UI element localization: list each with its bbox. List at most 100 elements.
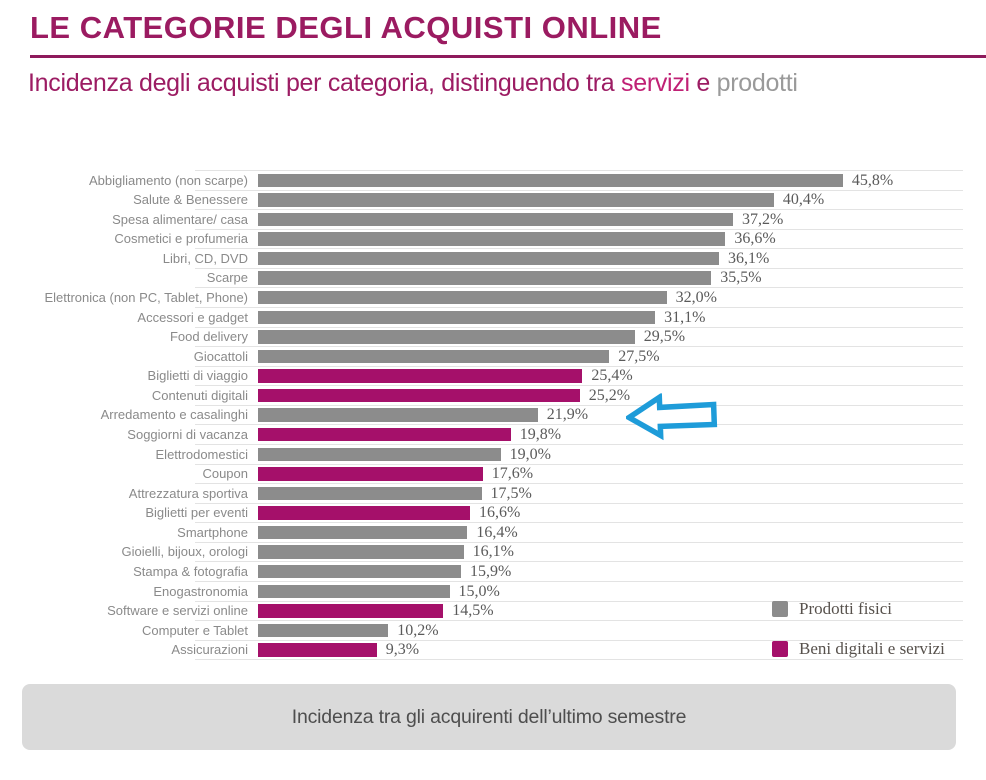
- gridline: [195, 463, 963, 465]
- bar-beni-digitali-servizi: [258, 604, 444, 618]
- gridline: [195, 209, 963, 211]
- gridline: [195, 581, 963, 582]
- bar-beni-digitali-servizi: [258, 427, 511, 442]
- gridline: [195, 170, 963, 171]
- chart-row: Arredamento e casalinghi 21,9%: [0, 405, 986, 425]
- category-label: Accessori e gadget: [137, 309, 248, 325]
- bar-beni-digitali-servizi: [258, 369, 583, 383]
- category-label: Abbigliamento (non scarpe): [89, 172, 248, 188]
- value-label: 27,5%: [618, 347, 660, 365]
- bar-prodotti-fisici: [258, 232, 726, 246]
- chart-row: Cosmetici e profumeria 36,6%: [0, 229, 986, 249]
- value-label: 29,5%: [643, 328, 686, 346]
- gridline: [195, 404, 963, 406]
- footer-caption: Incidenza tra gli acquirenti dell’ultimo…: [291, 705, 687, 728]
- gridline: [195, 385, 963, 387]
- gridline: [195, 444, 963, 445]
- bar-prodotti-fisici: [258, 447, 501, 461]
- subtitle-part: Incidenza degli acquisti per categoria, …: [28, 69, 622, 97]
- gridline: [195, 267, 963, 269]
- category-label: Soggiorni di vacanza: [127, 426, 248, 442]
- gridline: [195, 346, 963, 348]
- value-label: 45,8%: [851, 171, 894, 189]
- bar-prodotti-fisici: [258, 584, 450, 598]
- value-label: 15,9%: [470, 562, 512, 580]
- bar-prodotti-fisici: [258, 564, 461, 579]
- category-label: Biglietti per eventi: [145, 505, 248, 521]
- chart-row: Software e servizi online 14,5%: [0, 601, 986, 621]
- value-label: 19,0%: [509, 445, 551, 463]
- chart-row: Abbigliamento (non scarpe) 45,8%: [0, 171, 986, 191]
- bar-prodotti-fisici: [258, 349, 610, 364]
- category-label: Food delivery: [169, 329, 248, 345]
- category-label: Arredamento e casalinghi: [100, 407, 248, 423]
- category-label: Giocattoli: [193, 348, 248, 364]
- bar-prodotti-fisici: [258, 193, 774, 207]
- value-label: 25,2%: [588, 386, 631, 404]
- category-label: Elettronica (non PC, Tablet, Phone): [44, 289, 248, 305]
- bar-prodotti-fisici: [258, 173, 843, 187]
- chart-row: Libri, CD, DVD 36,1%: [0, 249, 986, 269]
- bar-beni-digitali-servizi: [258, 388, 580, 403]
- gridline: [195, 541, 963, 543]
- category-label: Smartphone: [177, 524, 248, 540]
- chart-row: Soggiorni di vacanza 19,8%: [0, 425, 986, 445]
- annotation-arrow-icon: [623, 391, 719, 441]
- chart-row: Spesa alimentare/ casa 37,2%: [0, 210, 986, 230]
- value-label: 10,2%: [397, 621, 439, 639]
- bar-prodotti-fisici: [258, 545, 464, 559]
- gridline: [195, 424, 963, 426]
- gridline: [195, 307, 963, 308]
- bar-prodotti-fisici: [258, 271, 712, 285]
- chart-row: Assicurazioni 9,3%: [0, 640, 986, 660]
- value-label: 9,3%: [385, 641, 420, 659]
- gridline: [195, 620, 963, 622]
- page-title: LE CATEGORIE DEGLI ACQUISTI ONLINE: [30, 10, 662, 45]
- chart-row: Elettronica (non PC, Tablet, Phone) 32,0%: [0, 288, 986, 308]
- gridline: [195, 365, 963, 367]
- bar-prodotti-fisici: [258, 623, 389, 638]
- chart-row: Coupon 17,6%: [0, 464, 986, 484]
- subtitle: Incidenza degli acquisti per categoria, …: [28, 69, 984, 98]
- legend-entry: Prodotti fisici: [772, 599, 892, 619]
- value-label: 16,4%: [476, 523, 518, 541]
- value-label: 21,9%: [546, 406, 589, 424]
- gridline: [195, 248, 963, 250]
- value-label: 35,5%: [720, 269, 762, 287]
- value-label: 16,6%: [479, 504, 521, 522]
- category-label: Attrezzatura sportiva: [128, 485, 248, 501]
- chart-row: Scarpe 35,5%: [0, 268, 986, 288]
- chart-row: Accessori e gadget 31,1%: [0, 308, 986, 328]
- chart-row: Giocattoli 27,5%: [0, 347, 986, 367]
- gridline: [195, 522, 963, 524]
- value-label: 15,0%: [458, 582, 500, 600]
- bar-beni-digitali-servizi: [258, 467, 483, 481]
- category-label: Elettrodomestici: [155, 446, 248, 462]
- chart-row: Computer e Tablet 10,2%: [0, 621, 986, 641]
- category-label: Software e servizi online: [107, 603, 248, 618]
- bar-prodotti-fisici: [258, 408, 538, 422]
- chart-row: Smartphone 16,4%: [0, 523, 986, 543]
- value-label: 37,2%: [742, 210, 784, 228]
- category-label: Libri, CD, DVD: [162, 250, 248, 266]
- value-label: 32,0%: [675, 288, 717, 306]
- gridline: [195, 287, 963, 289]
- title-divider: [30, 55, 986, 58]
- gridline: [195, 600, 963, 602]
- chart-row: Enogastronomia 15,0%: [0, 582, 986, 602]
- category-label: Scarpe: [206, 270, 248, 286]
- chart-row: Food delivery 29,5%: [0, 327, 986, 347]
- gridline: [195, 659, 963, 661]
- subtitle-part: e: [689, 69, 717, 97]
- category-label: Enogastronomia: [153, 583, 248, 599]
- legend-swatch-icon: [772, 641, 788, 657]
- chart-row: Salute & Benessere 40,4%: [0, 190, 986, 210]
- gridline: [195, 561, 963, 563]
- legend-swatch-icon: [772, 601, 788, 617]
- chart-row: Gioielli, bijoux, orologi 16,1%: [0, 542, 986, 562]
- category-label: Contenuti digitali: [151, 387, 248, 403]
- category-label: Spesa alimentare/ casa: [112, 211, 248, 227]
- bar-prodotti-fisici: [258, 212, 733, 227]
- subtitle-part: servizi: [621, 69, 690, 97]
